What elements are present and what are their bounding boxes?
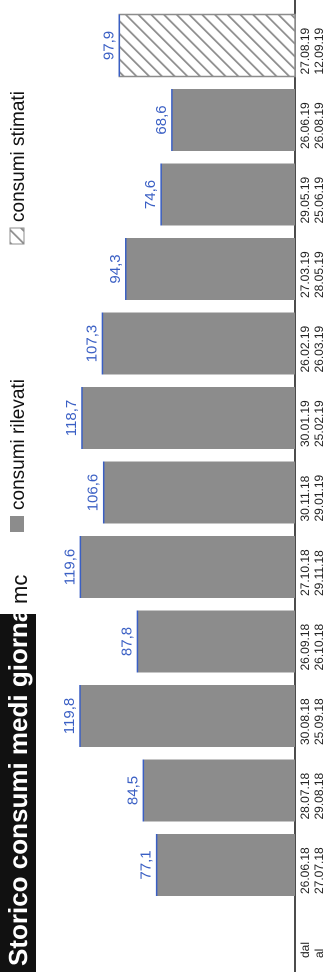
bar-value-label: 119,8 (61, 698, 78, 734)
bar-value-label: 68,6 (153, 105, 170, 134)
chart-title-background (0, 614, 36, 972)
period-from-label: 26.02.19 (298, 325, 312, 372)
bar-value-label: 118,7 (63, 400, 80, 436)
period-to-label: 25.02.19 (312, 400, 326, 447)
bar-measured (125, 238, 295, 300)
bar-value-label: 87,8 (118, 627, 135, 656)
bar-value-label: 84,5 (124, 776, 141, 805)
period-from-label: 26.06.19 (298, 102, 312, 149)
period-to-label: 25.09.18 (312, 698, 326, 745)
period-from-label: 26.06.18 (298, 847, 312, 894)
period-from-label: 27.03.19 (298, 251, 312, 298)
period-to-label: 28.05.19 (312, 251, 326, 298)
bar-measured (102, 312, 295, 375)
chart-title: Storico consumi medi giornalieri (3, 561, 33, 966)
period-to-label: 27.07.18 (312, 847, 326, 894)
period-from-label: 28.07.18 (298, 772, 312, 819)
bar-measured (81, 387, 295, 449)
legend-label-estimated: consumi stimati (8, 91, 29, 222)
bar-value-label: 119,6 (61, 549, 78, 585)
bar-value-label: 107,3 (83, 325, 100, 363)
row-label-from: dal (298, 942, 312, 958)
period-to-label: 29.08.18 (312, 772, 326, 819)
period-from-label: 30.01.19 (298, 400, 312, 447)
period-to-label: 26.03.19 (312, 325, 326, 372)
bar-value-label: 97,9 (100, 31, 117, 60)
bar-value-label: 74,6 (142, 180, 159, 209)
period-to-label: 26.08.19 (312, 102, 326, 149)
bar-measured (103, 461, 295, 524)
legend-swatch-measured (10, 516, 24, 532)
period-to-label: 25.06.19 (312, 176, 326, 223)
legend-swatch-estimated (9, 227, 25, 245)
bar-value-label: 77,1 (138, 850, 155, 879)
period-to-label: 29.01.19 (312, 474, 326, 521)
chart-unit: mc (7, 575, 32, 604)
bar-measured (137, 610, 295, 673)
period-from-label: 27.10.18 (298, 549, 312, 596)
bar-measured (156, 834, 295, 896)
bar-value-label: 106,6 (85, 474, 102, 512)
period-from-label: 30.08.18 (298, 698, 312, 745)
bar-measured (80, 536, 295, 598)
row-label-to: al (312, 949, 326, 958)
period-from-label: 29.05.19 (298, 176, 312, 223)
period-to-label: 12.09.19 (312, 27, 326, 74)
bar-estimated (118, 13, 296, 78)
bar-measured (143, 759, 295, 822)
bar-value-label: 94,3 (107, 254, 124, 283)
legend-label-measured: consumi rilevati (8, 379, 29, 510)
bar-measured (171, 89, 295, 151)
period-from-label: 27.08.19 (298, 27, 312, 74)
period-from-label: 30.11.18 (298, 475, 312, 521)
bar-measured (80, 685, 295, 747)
period-to-label: 26.10.18 (312, 623, 326, 670)
period-from-label: 26.09.18 (298, 623, 312, 670)
period-to-label: 29.11.18 (312, 550, 326, 596)
bar-measured (161, 163, 295, 226)
